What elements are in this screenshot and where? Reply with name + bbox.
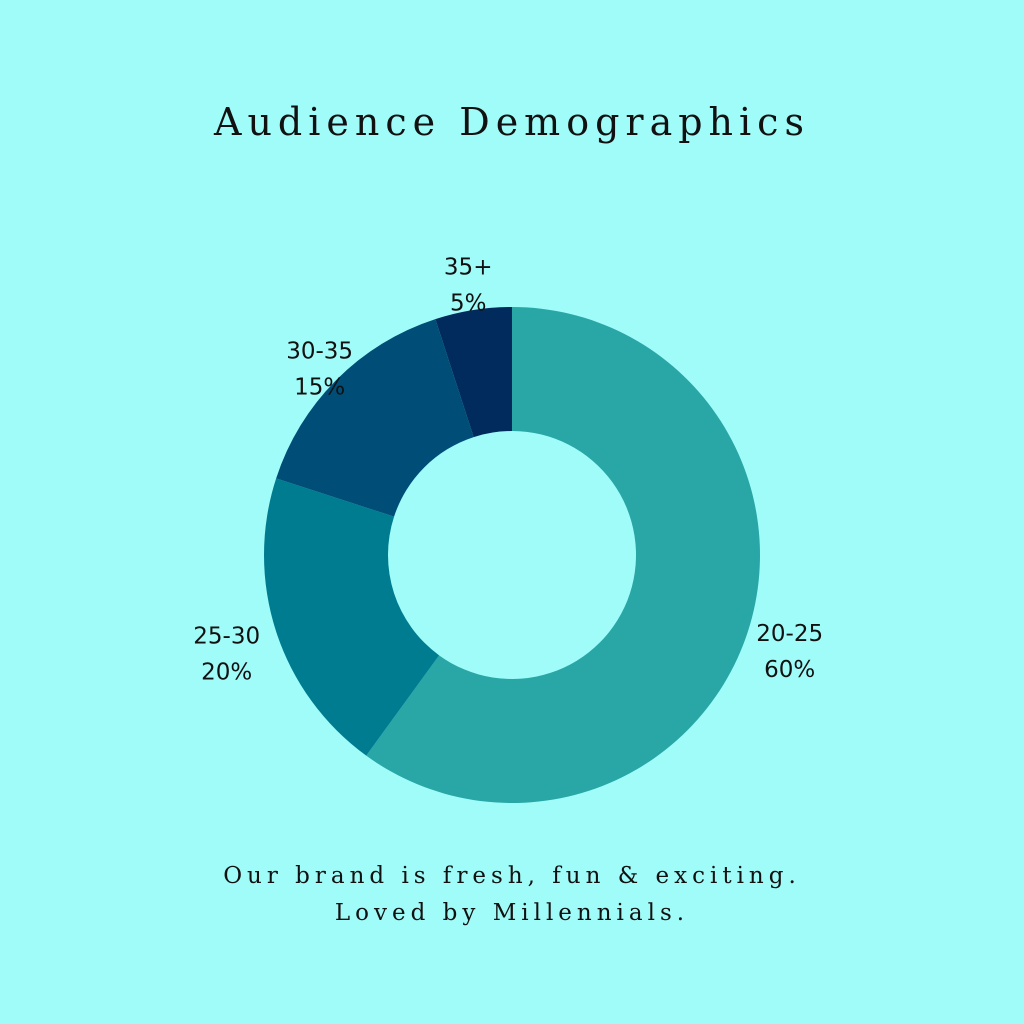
- slice-label-20-25: 20-25: [756, 621, 823, 647]
- slice-label-30-35: 30-35: [286, 339, 353, 365]
- slice-label-25-30: 25-30: [193, 624, 260, 650]
- slice-value-20-25: 60%: [764, 657, 815, 683]
- slice-25-30: [263, 478, 440, 756]
- slice-30-35: [276, 319, 474, 517]
- slice-value-30-35: 15%: [294, 375, 345, 401]
- chart-title: Audience Demographics: [214, 100, 810, 144]
- caption-line-2: Loved by Millennials.: [334, 900, 690, 926]
- slice-value-35+: 5%: [450, 290, 487, 316]
- caption-line-1: Our brand is fresh, fun & exciting.: [223, 863, 801, 889]
- slice-label-35+: 35+: [444, 254, 493, 280]
- slice-value-25-30: 20%: [201, 660, 252, 686]
- slice-35+: [435, 307, 512, 438]
- caption: Our brand is fresh, fun & exciting. Love…: [0, 858, 1024, 932]
- slice-20-25: [366, 307, 760, 803]
